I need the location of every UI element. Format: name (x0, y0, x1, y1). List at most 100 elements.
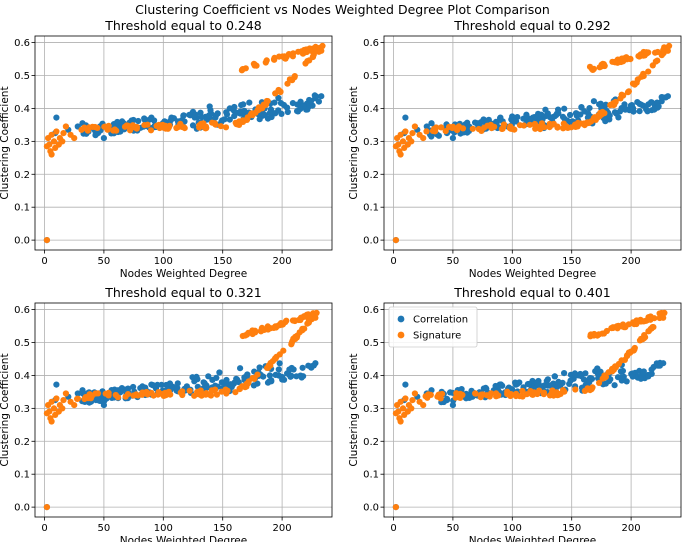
correlation-point (423, 123, 430, 130)
correlation-point (611, 382, 618, 389)
signature-point (590, 115, 597, 122)
signature-point (411, 390, 418, 397)
correlation-point (555, 106, 562, 113)
signature-point (633, 320, 640, 328)
signature-point (114, 394, 122, 401)
signature-point (420, 402, 427, 409)
signature-point (561, 388, 568, 395)
signature-point (222, 124, 230, 131)
correlation-point (96, 397, 103, 404)
signature-point (46, 141, 53, 148)
data-points (43, 309, 320, 511)
correlation-point (205, 373, 212, 380)
signature-point (512, 393, 520, 400)
signature-point (619, 323, 626, 330)
correlation-point (636, 108, 643, 115)
signature-point (454, 127, 461, 134)
correlation-point (618, 374, 625, 381)
signature-point (435, 391, 442, 398)
signature-point (313, 309, 320, 316)
signature-point (262, 59, 269, 66)
signature-point (122, 393, 129, 400)
signature-point (627, 56, 634, 63)
x-tick-label: 150 (562, 523, 581, 534)
signature-point (43, 504, 51, 511)
signature-point (312, 314, 319, 321)
signature-point (240, 117, 247, 124)
signature-point (500, 123, 507, 130)
gridlines (384, 36, 681, 250)
correlation-point (544, 376, 552, 383)
correlation-point (266, 109, 273, 116)
correlation-point (298, 374, 305, 381)
signature-point (48, 418, 55, 425)
subplot-title: Threshold equal to 0.401 (453, 285, 611, 300)
correlation-point (213, 374, 220, 381)
signature-point (595, 331, 602, 338)
correlation-point (582, 370, 589, 377)
correlation-point (616, 108, 624, 115)
signature-point (264, 98, 271, 105)
signature-point (469, 125, 476, 132)
correlation-point (275, 107, 282, 114)
correlation-point (492, 382, 499, 390)
correlation-point (205, 112, 213, 119)
correlation-point (573, 110, 580, 117)
y-tick-label: 0.4 (363, 104, 379, 115)
y-axis-label: Clustering Coefficient (0, 353, 11, 466)
signature-point (181, 125, 188, 132)
signature-point (555, 391, 562, 398)
signature-point (60, 130, 67, 137)
correlation-point (141, 115, 148, 122)
y-tick-label: 0.4 (363, 371, 379, 382)
signature-point (297, 316, 304, 324)
correlation-point (74, 390, 81, 397)
signature-point (53, 395, 60, 402)
gridlines (35, 303, 332, 517)
correlation-point (648, 366, 655, 373)
signature-point (124, 122, 131, 129)
signature-point (186, 387, 193, 394)
signature-point (645, 68, 652, 75)
signature-point (617, 95, 624, 102)
x-tick-label: 200 (273, 256, 292, 267)
signature-point (264, 364, 271, 371)
signature-point (666, 42, 673, 50)
correlation-point (523, 113, 530, 120)
x-axis-label: Nodes Weighted Degree (120, 268, 247, 280)
signature-point (608, 325, 615, 332)
signature-point (546, 120, 553, 127)
correlation-point (167, 116, 175, 123)
legend-marker-correlation (397, 315, 405, 323)
signature-point (275, 86, 282, 94)
correlation-point (567, 118, 574, 126)
correlation-point (559, 113, 567, 120)
signature-point (46, 408, 53, 415)
signature-point (531, 389, 538, 396)
correlation-point (240, 101, 247, 108)
gridlines (35, 36, 332, 250)
correlation-point (286, 366, 293, 373)
y-tick-label: 0.5 (363, 338, 379, 349)
signature-point (94, 390, 102, 397)
signature-point (62, 390, 69, 397)
signature-point (101, 123, 108, 130)
signature-point (254, 371, 261, 378)
correlation-point (497, 115, 504, 122)
correlation-point (623, 106, 630, 113)
signature-point (603, 327, 611, 335)
correlation-point (578, 104, 585, 111)
correlation-point (402, 381, 409, 388)
signature-point (654, 57, 661, 64)
y-tick-label: 0.4 (14, 104, 30, 115)
signature-point (399, 138, 407, 145)
correlation-point (284, 108, 291, 116)
signature-point (572, 386, 579, 393)
signature-point (276, 53, 283, 60)
signature-point (250, 60, 257, 67)
y-tick-label: 0.6 (14, 38, 30, 49)
correlation-point (226, 116, 233, 123)
y-tick-label: 0.5 (363, 71, 379, 82)
signature-point (50, 138, 58, 145)
